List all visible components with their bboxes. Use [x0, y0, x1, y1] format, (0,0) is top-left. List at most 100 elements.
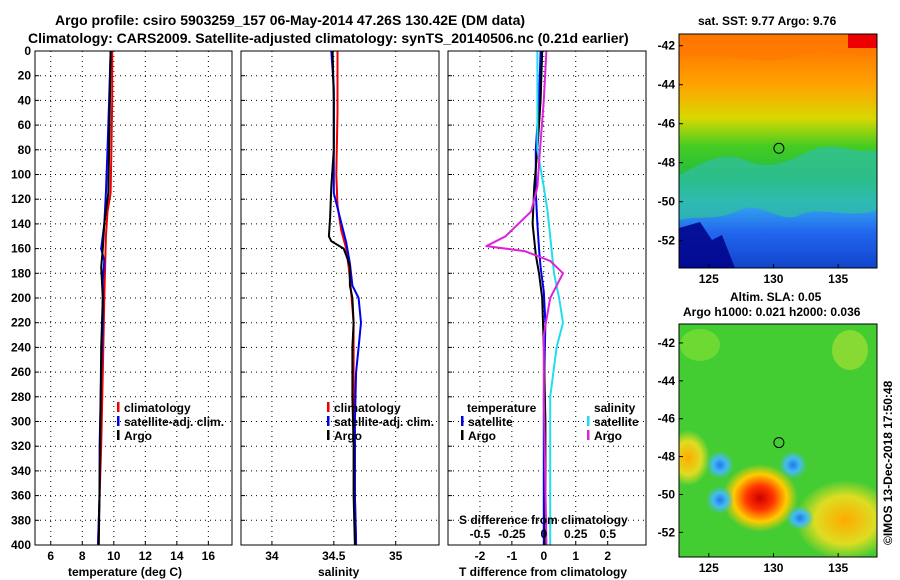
- y-tick-label: 400: [11, 538, 31, 552]
- map-y-tick-label: -52: [658, 525, 676, 539]
- legend-t-argo: Argo: [468, 429, 496, 443]
- y-tick-label: 40: [18, 93, 32, 107]
- sst-map-hot-corner: [848, 34, 877, 48]
- x2-tick-label: 0.5: [599, 527, 616, 541]
- difference-ticks: -2 -1 0 1 2 -0.5 -0.25 0 0.25 0.5: [448, 50, 616, 563]
- title-line-1: Argo profile: csiro 5903259_157 06-May-2…: [55, 12, 525, 28]
- map-x-tick-label: 130: [763, 272, 783, 286]
- temperature-xlabel: temperature (deg C): [68, 565, 182, 579]
- y-tick-label: 340: [11, 464, 31, 478]
- legend-swatch-argo: [117, 430, 120, 440]
- legend-title-salinity: salinity: [594, 401, 636, 415]
- salinity-panel: [241, 51, 439, 545]
- x-tick-label: 0: [540, 549, 547, 563]
- legend-swatch-t-argo: [461, 430, 464, 440]
- sst-map-front: [679, 146, 877, 220]
- y-tick-label: 280: [11, 390, 31, 404]
- legend-swatch-s-sat: [587, 416, 590, 426]
- sla-map-warm-w: [679, 430, 710, 486]
- y-tick-label: 220: [11, 316, 31, 330]
- difference-xlabel2: S difference from climatology: [459, 513, 628, 527]
- x2-tick-label: -0.5: [470, 527, 491, 541]
- sla-map-subtitle: Argo h1000: 0.021 h2000: 0.036: [683, 305, 861, 319]
- salinity-legend: climatology satellite-adj. clim. Argo: [327, 401, 434, 443]
- y-tick-label: 100: [11, 168, 31, 182]
- sst-map-land-mask: [679, 222, 735, 268]
- x-tick-label: 2: [604, 549, 611, 563]
- legend-swatch-climatology-s: [327, 402, 330, 412]
- sla-map-eddy-2: [779, 451, 807, 479]
- x-tick-label: 10: [107, 549, 121, 563]
- legend-swatch-argo-s: [327, 430, 330, 440]
- sla-map-profile-marker: [773, 437, 785, 449]
- x-tick-label: 34.5: [322, 549, 346, 563]
- legend-swatch-satellite-s: [327, 416, 330, 426]
- y-tick-label: 360: [11, 489, 31, 503]
- map-y-tick-label: -42: [658, 336, 676, 350]
- map-y-tick-label: -44: [658, 78, 676, 92]
- legend-swatch-climatology: [117, 402, 120, 412]
- y-tick-label: 120: [11, 192, 31, 206]
- y-tick-label: 20: [18, 69, 32, 83]
- y-tick-label: 260: [11, 365, 31, 379]
- map-x-tick-label: 135: [828, 272, 848, 286]
- legend-s-satellite: satellite: [594, 415, 639, 429]
- sla-map-ticks: 125 130 135 -42 -44 -46 -48 -50 -52: [658, 336, 849, 575]
- sla-map-warm-se: [795, 480, 877, 557]
- y-tick-label: 80: [18, 143, 32, 157]
- map-y-tick-label: -50: [658, 487, 676, 501]
- x-tick-label: 12: [139, 549, 153, 563]
- y-tick-label: 300: [11, 415, 31, 429]
- x-tick-label: 35: [389, 549, 403, 563]
- legend-t-satellite: satellite: [468, 415, 513, 429]
- sla-map-hotspot: [722, 464, 798, 532]
- salinity-xlabel: salinity: [318, 565, 360, 579]
- map-x-tick-label: 125: [699, 272, 719, 286]
- y-tick-label: 140: [11, 217, 31, 231]
- x-tick-label: 34: [265, 549, 279, 563]
- legend-climatology: climatology: [124, 401, 191, 415]
- sla-map-eddy-1: [706, 451, 734, 479]
- y-tick-label: 160: [11, 242, 31, 256]
- sla-map-bump-1: [832, 330, 868, 370]
- map-y-tick-label: -52: [658, 234, 676, 248]
- sla-map: [679, 324, 877, 557]
- x-tick-label: -2: [475, 549, 486, 563]
- y-tick-label: 0: [24, 44, 31, 58]
- sst-map-warm: [679, 34, 877, 61]
- sla-map-frame: [678, 323, 878, 558]
- difference-legend: temperature salinity satellite Argo sate…: [461, 401, 639, 443]
- map-y-tick-label: -44: [658, 374, 676, 388]
- y-tick-label: 60: [18, 118, 32, 132]
- temperature-frame: [34, 50, 233, 546]
- legend-satellite-s: satellite-adj. clim.: [334, 415, 434, 429]
- salinity-frame: [240, 50, 440, 546]
- sst-map-profile-marker: [773, 142, 785, 154]
- difference-frame: [447, 50, 647, 546]
- x-tick-label: 6: [47, 549, 54, 563]
- salinity-ticks: 34 34.5 35: [241, 50, 403, 563]
- sst-map: [679, 34, 877, 268]
- credit: ©IMOS 13-Dec-2018 17:50:48: [881, 380, 895, 545]
- map-y-tick-label: -42: [658, 39, 676, 53]
- legend-argo: Argo: [124, 429, 152, 443]
- legend-climatology-s: climatology: [334, 401, 401, 415]
- y-tick-label: 180: [11, 266, 31, 280]
- legend-swatch-s-argo: [587, 430, 590, 440]
- sla-map-bump-2: [680, 329, 720, 361]
- legend-argo-s: Argo: [334, 429, 362, 443]
- difference-xlabel: T difference from climatology: [459, 565, 627, 579]
- map-x-tick-label: 125: [699, 561, 719, 575]
- x-tick-label: -1: [507, 549, 518, 563]
- sst-map-title: sat. SST: 9.77 Argo: 9.76: [698, 14, 837, 28]
- y-tick-label: 240: [11, 340, 31, 354]
- x2-tick-label: 0.25: [564, 527, 588, 541]
- x2-tick-label: -0.25: [498, 527, 526, 541]
- map-y-tick-label: -48: [658, 450, 676, 464]
- sla-map-eddy-4: [786, 506, 814, 530]
- y-tick-label: 380: [11, 513, 31, 527]
- series-line-s-argo: [485, 51, 564, 545]
- sst-map-frame: [678, 33, 878, 269]
- y-tick-label: 200: [11, 291, 31, 305]
